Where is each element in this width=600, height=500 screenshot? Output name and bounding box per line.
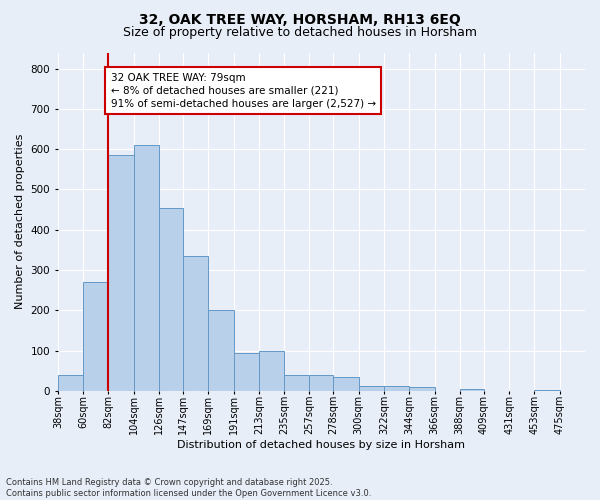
Bar <box>208 310 233 391</box>
Y-axis label: Number of detached properties: Number of detached properties <box>15 134 25 310</box>
Bar <box>134 145 159 391</box>
Bar <box>109 155 134 391</box>
Bar <box>259 350 284 391</box>
Bar <box>83 282 109 391</box>
Bar <box>409 387 434 391</box>
Bar <box>460 389 484 391</box>
Text: Contains HM Land Registry data © Crown copyright and database right 2025.
Contai: Contains HM Land Registry data © Crown c… <box>6 478 371 498</box>
Text: 32, OAK TREE WAY, HORSHAM, RH13 6EQ: 32, OAK TREE WAY, HORSHAM, RH13 6EQ <box>139 12 461 26</box>
Text: 32 OAK TREE WAY: 79sqm
← 8% of detached houses are smaller (221)
91% of semi-det: 32 OAK TREE WAY: 79sqm ← 8% of detached … <box>110 72 376 109</box>
X-axis label: Distribution of detached houses by size in Horsham: Distribution of detached houses by size … <box>178 440 466 450</box>
Bar <box>183 256 208 391</box>
Bar <box>159 208 183 391</box>
Bar <box>310 376 334 391</box>
Bar <box>58 376 83 391</box>
Bar <box>233 354 259 391</box>
Bar <box>284 376 310 391</box>
Bar <box>384 386 409 391</box>
Bar <box>359 386 384 391</box>
Text: Size of property relative to detached houses in Horsham: Size of property relative to detached ho… <box>123 26 477 39</box>
Bar <box>535 390 560 391</box>
Bar <box>334 378 359 391</box>
